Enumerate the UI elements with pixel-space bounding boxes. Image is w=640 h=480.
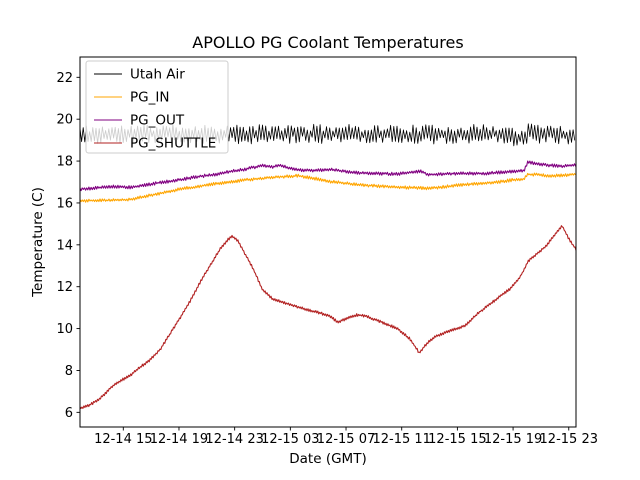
- series-line-pg-in: [80, 172, 576, 203]
- legend-label-pg-shuttle: PG_SHUTTLE: [130, 136, 216, 152]
- y-tick-label: 14: [56, 238, 73, 253]
- legend-label-pg-in: PG_IN: [130, 90, 169, 106]
- y-axis-ticks: 6 8 10 12 14 16 18 20 22: [56, 71, 80, 421]
- legend-label-utah-air: Utah Air: [130, 67, 185, 83]
- y-tick-label: 16: [56, 196, 73, 211]
- x-tick-label: 12-15 15: [428, 432, 486, 447]
- legend-box: [85, 60, 229, 154]
- x-tick-label: 12-15 11: [372, 432, 430, 447]
- x-tick-label: 12-14 19: [150, 432, 208, 447]
- x-tick-label: 12-14 23: [205, 432, 263, 447]
- chart-title: APOLLO PG Coolant Temperatures: [192, 33, 463, 52]
- x-tick-label: 12-15 19: [484, 432, 542, 447]
- x-tick-label: 12-15 03: [261, 432, 319, 447]
- x-tick-label: 12-14 15: [94, 432, 152, 447]
- legend-label-pg-out: PG_OUT: [130, 113, 185, 129]
- y-tick-label: 8: [65, 364, 73, 379]
- y-tick-label: 10: [56, 322, 73, 337]
- y-tick-label: 18: [56, 155, 73, 170]
- series-line-pg-shuttle: [80, 225, 576, 409]
- y-tick-label: 12: [56, 280, 73, 295]
- y-tick-label: 20: [56, 113, 73, 128]
- series-line-pg-out: [80, 160, 576, 192]
- plot-border: [79, 56, 577, 428]
- legend: Utah Air PG_IN PG_OUT PG_SHUTTLE: [85, 60, 229, 154]
- x-tick-label: 12-15 07: [317, 432, 375, 447]
- x-tick-label: 12-15 23: [540, 432, 598, 447]
- y-tick-label: 22: [56, 71, 73, 86]
- x-axis-label: Date (GMT): [289, 451, 366, 467]
- y-tick-label: 6: [65, 406, 73, 421]
- y-axis-label: Temperature (C): [30, 187, 46, 298]
